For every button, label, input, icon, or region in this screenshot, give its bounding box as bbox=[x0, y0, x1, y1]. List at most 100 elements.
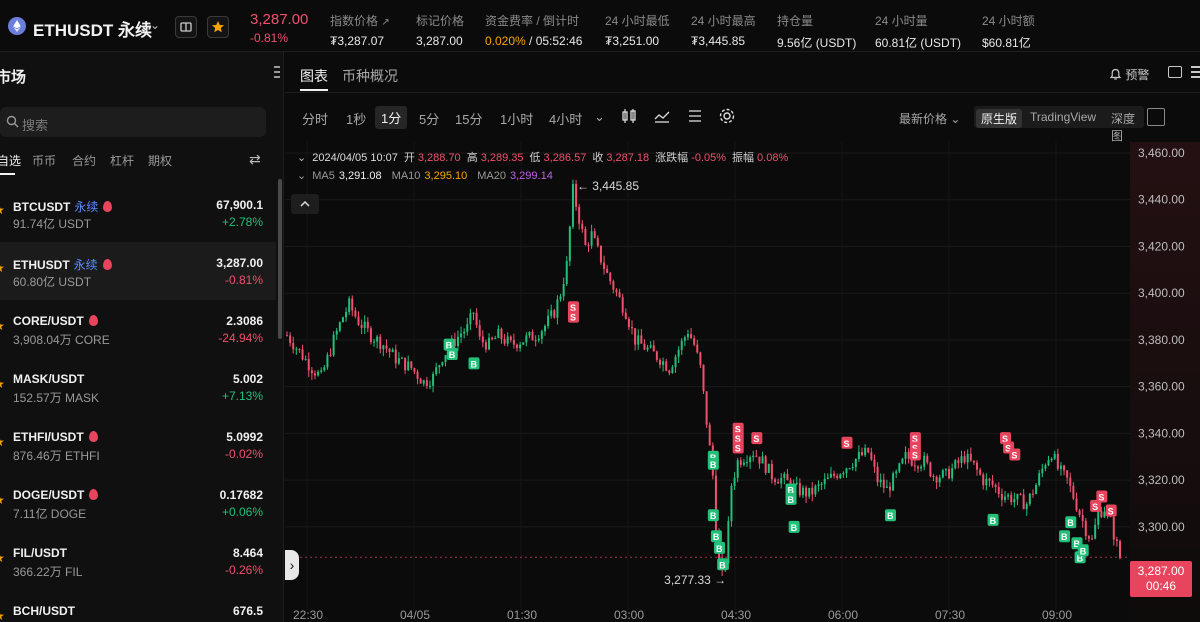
buy-marker bbox=[785, 492, 797, 505]
timeframe-5m[interactable]: 5分 bbox=[419, 112, 440, 127]
stat-value: ₮3,445.85 bbox=[691, 34, 746, 48]
candle-body bbox=[1044, 465, 1047, 469]
symbol-title[interactable]: ETHUSDT 永续 bbox=[33, 21, 152, 40]
star-icon[interactable]: ★ bbox=[0, 319, 5, 333]
candle-body bbox=[453, 338, 456, 347]
star-icon[interactable]: ★ bbox=[0, 377, 5, 391]
candle-body bbox=[292, 342, 295, 350]
star-icon[interactable]: ★ bbox=[0, 551, 5, 565]
drag-handle-icon[interactable] bbox=[274, 66, 283, 81]
market-volume: 91.74亿 USDT bbox=[13, 217, 92, 231]
high-label: 高 bbox=[466, 152, 478, 164]
settings-gear-icon[interactable] bbox=[718, 107, 736, 125]
candle-body bbox=[727, 521, 730, 564]
candle-type-icon[interactable] bbox=[620, 107, 638, 125]
star-icon[interactable]: ★ bbox=[0, 609, 5, 622]
timeframe-1m[interactable]: 1分 bbox=[375, 106, 408, 129]
tab-contracts[interactable]: 合约 bbox=[72, 154, 97, 168]
star-icon[interactable]: ★ bbox=[0, 493, 5, 507]
candle-body bbox=[876, 466, 879, 483]
timeframe-1s[interactable]: 1秒 bbox=[346, 112, 367, 127]
market-row[interactable]: ★ DOGE/USDT 7.11亿 DOGE 0.17682 +0.06% bbox=[0, 474, 276, 532]
x-tick-label: 01:30 bbox=[507, 608, 537, 622]
chart-panel: 图表 币种概况 预警 分时 1秒 1分 5分 15分 1小时 4小时 ⌄ 最新价… bbox=[285, 52, 1200, 622]
candle-body bbox=[997, 487, 1000, 494]
timeframe-more-chevron-icon[interactable]: ⌄ bbox=[594, 109, 605, 124]
candle-body bbox=[923, 455, 926, 467]
collapse-chevron-icon[interactable]: ⌄ bbox=[297, 170, 307, 182]
market-row[interactable]: ★ BCH/USDT 676.5 bbox=[0, 590, 276, 622]
candle-body bbox=[649, 345, 652, 348]
y-tick-label: 3,360.00 bbox=[1138, 380, 1185, 394]
market-volume: 366.22万 FIL bbox=[13, 565, 83, 579]
timeframe-4h[interactable]: 4小时 bbox=[549, 112, 583, 127]
menu-icon[interactable] bbox=[1191, 66, 1200, 81]
sell-marker bbox=[567, 310, 579, 323]
buy-marker bbox=[1065, 516, 1077, 529]
tab-favorites[interactable]: 自选 bbox=[0, 154, 22, 168]
candle-body bbox=[938, 477, 941, 483]
chevron-down-icon[interactable]: ⌄ bbox=[150, 18, 161, 32]
market-change: -0.81% bbox=[224, 273, 263, 287]
sidebar-toggle-button[interactable]: › bbox=[285, 550, 299, 580]
candle-body bbox=[456, 336, 459, 347]
external-link-icon[interactable]: ↗ bbox=[381, 17, 390, 28]
alert-button[interactable]: 预警 bbox=[1109, 66, 1149, 83]
market-row[interactable]: ★ MASK/USDT 152.57万 MASK 5.002 +7.13% bbox=[0, 358, 276, 416]
y-tick-label: 3,340.00 bbox=[1138, 426, 1185, 440]
expand-icon[interactable] bbox=[1147, 108, 1165, 126]
market-row[interactable]: ★ CORE/USDT 3,908.04万 CORE 2.3086 -24.94% bbox=[0, 300, 276, 358]
buy-marker-letter: B bbox=[719, 560, 726, 570]
candle-body bbox=[317, 371, 320, 376]
candle-body bbox=[1041, 468, 1044, 474]
star-icon[interactable]: ★ bbox=[0, 203, 5, 217]
candle-body bbox=[466, 324, 469, 332]
market-search-input[interactable]: 搜索 bbox=[0, 107, 266, 137]
candle-body bbox=[1053, 453, 1056, 459]
orderbook-toggle-button[interactable] bbox=[175, 16, 197, 38]
tab-options[interactable]: 期权 bbox=[148, 154, 173, 168]
collapse-indicators-button[interactable] bbox=[291, 194, 319, 214]
view-depth[interactable]: 深度图 bbox=[1111, 112, 1136, 143]
tab-spot[interactable]: 币币 bbox=[32, 154, 57, 168]
candle-body bbox=[565, 261, 568, 284]
timeframe-15m[interactable]: 15分 bbox=[455, 112, 483, 127]
tab-coin-overview[interactable]: 币种概况 bbox=[342, 68, 398, 84]
candle-body bbox=[972, 460, 975, 463]
candle-body bbox=[575, 183, 578, 207]
candle-body bbox=[674, 356, 677, 368]
scrollbar[interactable] bbox=[278, 179, 282, 339]
candlestick-chart[interactable]: 3,460.00 3,440.00 3,420.00 3,400.00 3,380.00… bbox=[285, 142, 1200, 622]
window-icon[interactable] bbox=[1168, 66, 1182, 78]
view-native[interactable]: 原生版 bbox=[976, 109, 1023, 128]
price-type-select[interactable]: 最新价格 ⌄ bbox=[899, 112, 961, 126]
candle-body bbox=[593, 231, 596, 238]
timeframe-1h[interactable]: 1小时 bbox=[500, 112, 534, 127]
collapse-chevron-icon[interactable]: ⌄ bbox=[297, 152, 307, 164]
buy-marker-letter: B bbox=[788, 495, 795, 505]
star-icon[interactable]: ★ bbox=[0, 435, 5, 449]
stat-label: 24 小时量 bbox=[875, 14, 928, 28]
sell-marker bbox=[751, 432, 763, 445]
candle-body bbox=[1100, 511, 1103, 518]
timeframe-time[interactable]: 分时 bbox=[302, 112, 329, 127]
candle-body bbox=[761, 456, 764, 464]
market-row[interactable]: ★ ETHFI/USDT 876.46万 ETHFI 5.0992 -0.02% bbox=[0, 416, 276, 474]
candle-body bbox=[425, 380, 428, 386]
drawing-list-icon[interactable] bbox=[686, 107, 704, 125]
swap-icon[interactable]: ⇄ bbox=[249, 151, 261, 167]
star-icon[interactable]: ★ bbox=[0, 261, 5, 275]
tab-margin[interactable]: 杠杆 bbox=[110, 154, 135, 168]
market-row[interactable]: ★ FIL/USDT 366.22万 FIL 8.464 -0.26% bbox=[0, 532, 276, 590]
candle-body bbox=[401, 357, 404, 359]
candle-body bbox=[304, 358, 307, 360]
candle-body bbox=[394, 349, 397, 364]
favorite-button[interactable] bbox=[207, 16, 229, 38]
tab-chart[interactable]: 图表 bbox=[300, 68, 328, 84]
candle-body bbox=[798, 482, 801, 496]
indicator-icon[interactable] bbox=[653, 107, 671, 125]
view-tradingview[interactable]: TradingView bbox=[1030, 110, 1097, 124]
candle-body bbox=[864, 447, 867, 456]
